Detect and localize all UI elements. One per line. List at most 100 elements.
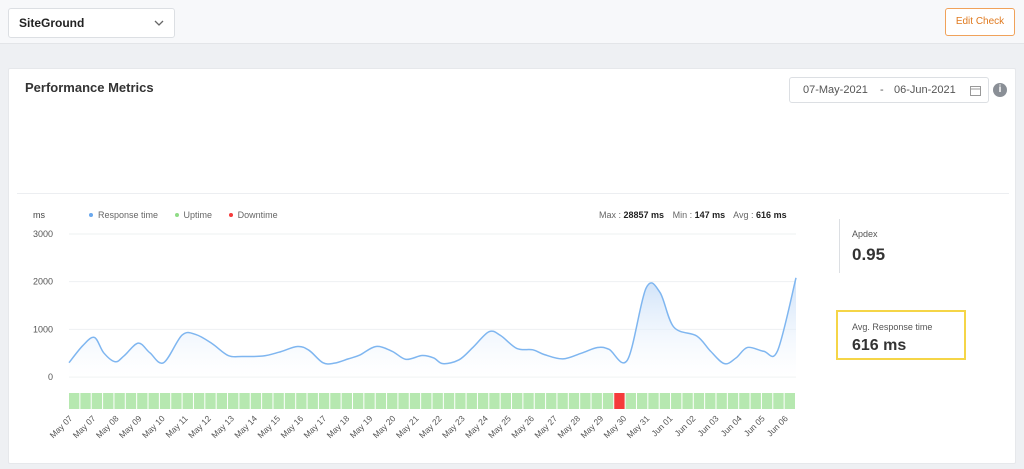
stat-max: Max : 28857 ms: [599, 210, 664, 220]
uptime-segment: [91, 393, 103, 409]
x-tick-label: Jun 04: [719, 413, 744, 438]
x-tick-label: May 29: [578, 413, 605, 440]
uptime-segment: [636, 393, 648, 409]
uptime-segment: [432, 393, 443, 409]
apdex-label: Apdex: [852, 229, 878, 239]
legend-uptime-dot: [174, 212, 179, 217]
uptime-segment: [182, 393, 193, 409]
edit-check-button[interactable]: Edit Check: [945, 8, 1015, 36]
uptime-segment: [296, 393, 307, 409]
uptime-segment: [409, 393, 421, 409]
date-from: 07-May-2021: [803, 84, 868, 96]
uptime-segment: [387, 393, 398, 409]
uptime-segment: [739, 393, 750, 409]
x-tick-label: May 24: [463, 413, 490, 440]
uptime-segment: [477, 393, 489, 409]
x-tick-label: May 16: [278, 413, 305, 440]
info-icon[interactable]: i: [993, 83, 1007, 97]
legend-response-time[interactable]: Response time: [89, 210, 158, 220]
uptime-segment: [534, 393, 546, 409]
stat-max-value: 28857 ms: [623, 210, 665, 220]
x-tick-label: May 10: [140, 413, 167, 440]
legend-response-label: Response time: [98, 210, 159, 220]
apdex-panel: Apdex 0.95: [839, 219, 939, 273]
uptime-segment: [443, 393, 455, 409]
uptime-segment: [750, 393, 761, 409]
uptime-segment: [216, 393, 228, 409]
x-tick-label: May 30: [602, 413, 629, 440]
uptime-segment: [421, 393, 432, 409]
performance-metrics-card: Performance Metrics 07-May-2021 - 06-Jun…: [8, 68, 1016, 464]
date-range-picker[interactable]: 07-May-2021 - 06-Jun-2021: [789, 77, 989, 103]
uptime-segment: [341, 393, 352, 409]
stat-avg: Avg : 616 ms: [733, 210, 786, 220]
stat-avg-value: 616 ms: [756, 210, 787, 220]
divider: [17, 193, 1009, 194]
x-tick-label: May 14: [232, 413, 259, 440]
apdex-value: 0.95: [852, 245, 886, 264]
y-unit-label: ms: [33, 210, 45, 220]
uptime-segment: [228, 393, 239, 409]
uptime-segment: [625, 393, 636, 409]
uptime-segment: [148, 393, 159, 409]
y-tick-label: 1000: [33, 324, 53, 334]
uptime-segment: [682, 393, 693, 409]
x-tick-label: May 26: [509, 413, 536, 440]
x-tick-label: May 12: [186, 413, 213, 440]
uptime-segment: [103, 393, 114, 409]
x-tick-label: Jun 05: [742, 413, 767, 438]
legend-downtime-dot: [228, 212, 233, 217]
uptime-segment: [398, 393, 409, 409]
calendar-icon: [970, 86, 981, 96]
x-tick-label: May 07: [48, 413, 75, 440]
uptime-segment: [557, 393, 568, 409]
uptime-segment: [591, 393, 602, 409]
x-tick-label: May 28: [555, 413, 582, 440]
x-tick-label: May 25: [486, 413, 513, 440]
response-time-area: [69, 277, 796, 377]
uptime-segment: [307, 393, 318, 409]
uptime-segment: [330, 393, 341, 409]
site-selector[interactable]: SiteGround: [8, 8, 175, 38]
legend-uptime[interactable]: Uptime: [174, 210, 213, 220]
uptime-segment: [273, 393, 284, 409]
uptime-segment: [284, 393, 296, 409]
uptime-segment: [364, 393, 375, 409]
chart-legend: Response time Uptime Downtime: [89, 210, 292, 220]
uptime-segment: [512, 393, 523, 409]
date-to: 06-Jun-2021: [894, 84, 956, 96]
uptime-segment: [114, 393, 125, 409]
uptime-segment: [705, 393, 716, 409]
x-tick-label: May 31: [625, 413, 652, 440]
uptime-segment: [205, 393, 216, 409]
x-tick-label: May 17: [302, 413, 329, 440]
uptime-segment: [375, 393, 387, 409]
uptime-segment: [250, 393, 262, 409]
uptime-segment: [648, 393, 659, 409]
uptime-segment: [489, 393, 500, 409]
page-title: Performance Metrics: [25, 80, 154, 95]
legend-downtime[interactable]: Downtime: [228, 210, 278, 220]
uptime-segment: [500, 393, 512, 409]
x-tick-label: Jun 03: [696, 413, 721, 438]
x-tick-label: May 22: [417, 413, 444, 440]
x-tick-label: Jun 02: [672, 413, 697, 438]
x-tick-label: May 08: [94, 413, 121, 440]
uptime-segment: [80, 393, 91, 409]
uptime-segment: [318, 393, 330, 409]
uptime-segment: [239, 393, 250, 409]
legend-downtime-label: Downtime: [237, 210, 278, 220]
uptime-segment: [773, 393, 784, 409]
avg-response-label: Avg. Response time: [852, 322, 933, 332]
x-tick-label: May 21: [394, 413, 421, 440]
legend-uptime-label: Uptime: [183, 210, 213, 220]
uptime-segment: [727, 393, 739, 409]
downtime-segment: [614, 393, 625, 409]
uptime-segment: [466, 393, 477, 409]
x-tick-label: May 18: [325, 413, 352, 440]
uptime-segment: [352, 393, 364, 409]
uptime-segment: [193, 393, 205, 409]
stat-avg-label: Avg :: [733, 210, 754, 220]
uptime-segment: [125, 393, 137, 409]
